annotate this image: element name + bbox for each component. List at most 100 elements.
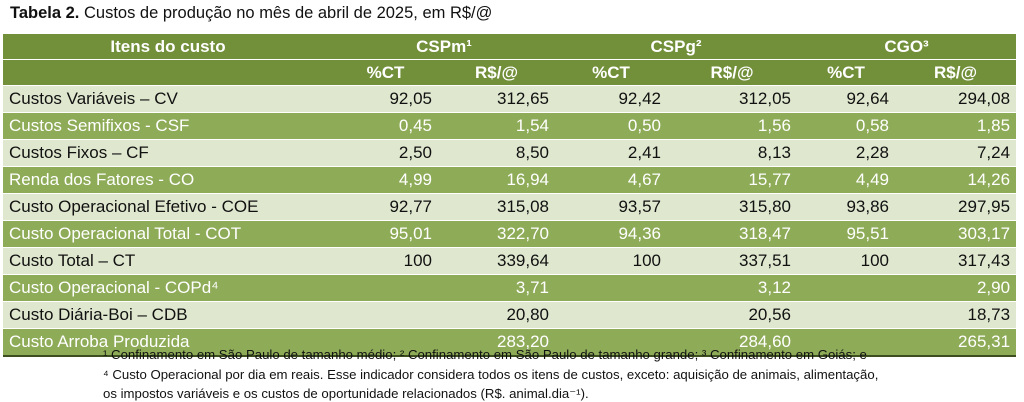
row-label: Renda dos Fatores - CO [3,166,333,194]
row-cell: 317,43 [895,247,1017,275]
row-cell [333,301,438,329]
row-cell: 92,64 [797,85,896,113]
footnote-3: os impostos variáveis e os custos de opo… [103,386,589,401]
row-label: Custo Operacional Total - COT [3,220,333,248]
table-row: Custo Diária-Boi – CDB 20,80 20,56 18,73 [3,301,1017,329]
row-label: Custo Arroba Produzida [3,328,333,357]
row-label: Custos Fixos – CF [3,139,333,167]
header-rs-2: R$/@ [667,59,798,86]
row-cell: 3,71 [438,274,556,302]
row-cell: 315,08 [438,193,556,221]
row-cell: 294,08 [895,85,1017,113]
footnote-1: ¹ Confinamento em São Paulo de tamanho m… [103,347,867,362]
row-cell: 312,65 [438,85,556,113]
row-cell [555,328,668,357]
row-cell [797,301,896,329]
row-cell: 1,54 [438,112,556,140]
table-row: Custo Total – CT 100 339,64 100 337,51 100 317… [3,247,1017,275]
row-cell: 2,90 [895,274,1017,302]
row-cell: 284,60 [667,328,798,357]
row-cell: 3,12 [667,274,798,302]
row-cell [797,328,896,357]
row-cell: 322,70 [438,220,556,248]
row-cell: 20,80 [438,301,556,329]
row-cell: 8,50 [438,139,556,167]
caption-text: Custos de produção no mês de abril de 20… [79,4,493,22]
header-pct-3: %CT [797,59,896,86]
row-cell: 265,31 [895,328,1017,357]
row-cell: 4,67 [555,166,668,194]
row-label: Custo Operacional Efetivo - COE [3,193,333,221]
row-cell: 339,64 [438,247,556,275]
costs-table: Itens do custo CSPm¹ CSPg² CGO³ %CT R$/@… [3,32,1017,357]
header-group-cspg: CSPg² [555,32,798,60]
table-row: Custo Operacional - COPd⁴ 3,71 3,12 2,90 [3,274,1017,302]
row-cell: 0,45 [333,112,438,140]
row-cell [555,301,668,329]
table-row: Custo Arroba Produzida 283,20 284,60 265,31 [3,328,1017,357]
header-empty [3,59,333,86]
row-cell: 20,56 [667,301,798,329]
row-cell: 0,50 [555,112,668,140]
row-cell: 283,20 [438,328,556,357]
row-cell: 312,05 [667,85,798,113]
row-cell: 18,73 [895,301,1017,329]
footnote-2: ⁴ Custo Operacional por dia em reais. Es… [103,367,879,382]
row-cell [555,274,668,302]
row-cell: 2,41 [555,139,668,167]
table-caption: Tabela 2. Custos de produção no mês de a… [10,4,492,23]
row-cell: 100 [797,247,896,275]
row-cell: 95,51 [797,220,896,248]
table-row: Custo Operacional Total - COT 95,01 322,70… [3,220,1017,248]
row-cell: 2,28 [797,139,896,167]
row-cell: 7,24 [895,139,1017,167]
header-pct-1: %CT [333,59,438,86]
row-label: Custos Variáveis – CV [3,85,333,113]
header-rs-1: R$/@ [438,59,556,86]
header-group-cspm: CSPm¹ [333,32,556,60]
row-cell [797,274,896,302]
row-cell: 297,95 [895,193,1017,221]
header-rs-3: R$/@ [895,59,1017,86]
row-cell [333,328,438,357]
row-cell: 93,57 [555,193,668,221]
row-cell: 303,17 [895,220,1017,248]
row-cell: 14,26 [895,166,1017,194]
row-cell [333,274,438,302]
row-cell: 92,42 [555,85,668,113]
row-cell: 8,13 [667,139,798,167]
row-cell: 92,05 [333,85,438,113]
header-pct-2: %CT [555,59,668,86]
caption-label: Tabela 2. [10,4,80,22]
row-label: Custo Operacional - COPd⁴ [3,274,333,302]
row-cell: 4,49 [797,166,896,194]
row-label: Custos Semifixos - CSF [3,112,333,140]
row-cell: 100 [555,247,668,275]
row-cell: 92,77 [333,193,438,221]
row-cell: 4,99 [333,166,438,194]
header-group-cgo: CGO³ [797,32,1017,60]
row-cell: 100 [333,247,438,275]
header-items: Itens do custo [3,32,333,60]
table-row: Custos Semifixos - CSF 0,45 1,54 0,50 1,56 0,… [3,112,1017,140]
row-cell: 94,36 [555,220,668,248]
header-row-units: %CT R$/@ %CT R$/@ %CT R$/@ [3,59,1017,86]
row-cell: 337,51 [667,247,798,275]
table-row: Custos Fixos – CF 2,50 8,50 2,41 8,13 2,28 7,2… [3,139,1017,167]
row-cell: 93,86 [797,193,896,221]
row-cell: 315,80 [667,193,798,221]
header-row-groups: Itens do custo CSPm¹ CSPg² CGO³ [3,32,1017,60]
table-row: Custo Operacional Efetivo - COE 92,77 315,… [3,193,1017,221]
row-label: Custo Diária-Boi – CDB [3,301,333,329]
table-row: Custos Variáveis – CV 92,05 312,65 92,42 312… [3,85,1017,113]
row-cell: 16,94 [438,166,556,194]
row-cell: 1,56 [667,112,798,140]
row-cell: 2,50 [333,139,438,167]
row-cell: 0,58 [797,112,896,140]
row-cell: 95,01 [333,220,438,248]
row-cell: 318,47 [667,220,798,248]
table-row: Renda dos Fatores - CO 4,99 16,94 4,67 15,77… [3,166,1017,194]
row-label: Custo Total – CT [3,247,333,275]
row-cell: 15,77 [667,166,798,194]
row-cell: 1,85 [895,112,1017,140]
